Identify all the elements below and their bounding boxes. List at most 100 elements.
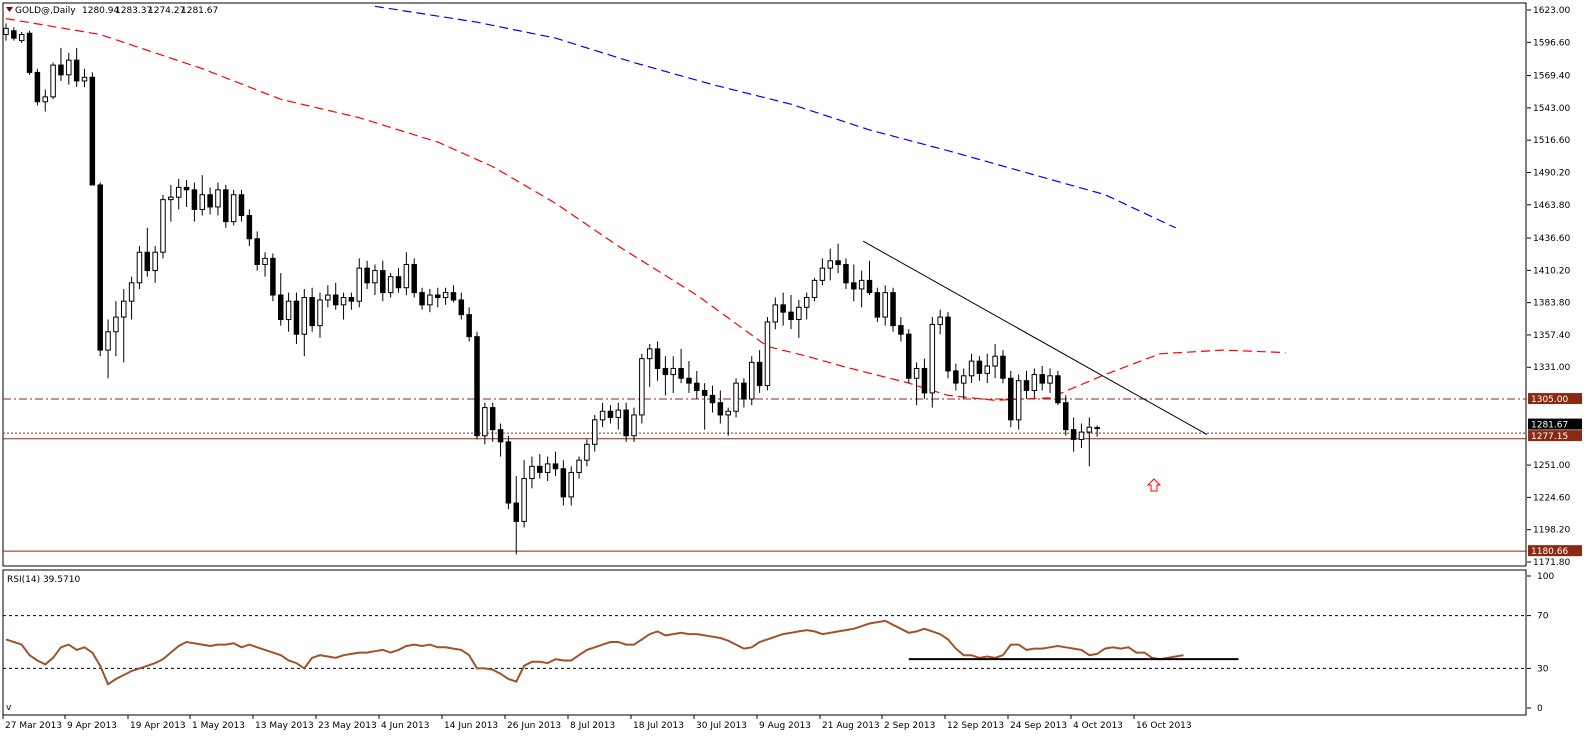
- candle-body: [764, 321, 771, 387]
- candle-body: [332, 294, 339, 306]
- candle-body: [81, 76, 88, 82]
- candle-body: [230, 194, 237, 223]
- candle-body: [1078, 431, 1085, 440]
- candle-77: [607, 405, 614, 424]
- candle-74: [584, 439, 590, 467]
- candle-19: [152, 246, 158, 283]
- candle-132: [1039, 366, 1045, 391]
- candle-108: [851, 264, 857, 302]
- y-tick-label-0: 1623.00: [1533, 6, 1570, 16]
- candle-5: [42, 89, 48, 112]
- candle-body: [725, 410, 731, 416]
- candle-76: [599, 402, 606, 428]
- candle-22: [175, 178, 182, 210]
- candle-125: [984, 353, 990, 384]
- candle-body: [1000, 355, 1006, 379]
- candle-body: [254, 238, 260, 265]
- candle-body: [458, 299, 465, 316]
- candle-71: [560, 460, 567, 506]
- candle-18: [144, 227, 151, 277]
- candle-60: [474, 331, 480, 440]
- candle-122: [960, 368, 967, 400]
- candle-body: [960, 375, 967, 384]
- candle-123: [968, 353, 975, 384]
- x-tick-label-8: 26 Jun 2013: [507, 721, 561, 731]
- rsi-tick-label-3: 0: [1537, 704, 1543, 714]
- candle-body: [50, 64, 56, 98]
- y-tick-label-2: 1569.40: [1533, 72, 1570, 82]
- candle-body: [537, 465, 543, 473]
- candle-body: [1039, 374, 1045, 384]
- candle-121: [953, 363, 959, 391]
- candle-130: [1023, 370, 1030, 400]
- candle-128: [1008, 370, 1014, 428]
- candle-body: [411, 263, 417, 294]
- y-tick-label-11: 1331.00: [1533, 363, 1570, 373]
- scroll-marker: v: [6, 703, 12, 713]
- candle-body: [835, 260, 841, 265]
- candle-body: [984, 365, 990, 374]
- price-tag-bg-3: [1528, 545, 1582, 557]
- candle-111: [874, 287, 881, 322]
- candle-body: [215, 189, 221, 208]
- candle-47: [372, 264, 378, 296]
- candle-body: [631, 414, 637, 437]
- candle-109: [858, 270, 865, 308]
- candle-35: [278, 273, 284, 326]
- candle-85: [670, 356, 676, 393]
- candle-body: [906, 333, 912, 379]
- candle-83: [654, 341, 661, 381]
- candle-body: [395, 276, 402, 289]
- candle-135: [1063, 395, 1069, 436]
- candle-41: [325, 285, 331, 308]
- price-tag-bg-2: [1528, 430, 1582, 442]
- candle-9: [73, 47, 80, 88]
- candle-body: [474, 336, 480, 437]
- candle-120: [945, 312, 951, 379]
- candle-body: [435, 294, 441, 299]
- moving-average-red: [5, 18, 1286, 401]
- candle-116: [913, 362, 920, 406]
- candle-body: [191, 189, 198, 210]
- candle-body: [913, 367, 920, 379]
- price-panel-frame: [2, 2, 1527, 567]
- candle-28: [223, 184, 229, 228]
- up-arrow-icon: [1146, 478, 1162, 492]
- candle-134: [1055, 370, 1061, 406]
- candle-48: [380, 260, 386, 302]
- rsi-tick-label-2: 30: [1537, 664, 1549, 674]
- candle-133: [1047, 368, 1053, 393]
- candle-97: [764, 317, 771, 391]
- candle-99: [780, 292, 786, 326]
- candle-body: [529, 465, 535, 480]
- candle-84: [662, 356, 669, 396]
- candle-body: [66, 59, 72, 76]
- candle-body: [827, 260, 833, 269]
- x-tick-label-11: 30 Jul 2013: [696, 721, 747, 731]
- candle-body: [945, 316, 951, 372]
- candle-7: [58, 47, 64, 81]
- candle-107: [843, 258, 849, 289]
- candle-13: [105, 319, 111, 379]
- candle-body: [340, 297, 347, 306]
- candle-43: [340, 292, 347, 320]
- candle-body: [489, 407, 496, 431]
- candle-62: [489, 402, 496, 442]
- candle-42: [332, 282, 339, 310]
- dropdown-triangle-icon[interactable]: [6, 7, 13, 12]
- candle-59: [466, 307, 472, 342]
- candle-82: [646, 343, 653, 387]
- time-axis: 27 Mar 2013 9 Apr 2013 19 Apr 2013 1 May 20…: [2, 715, 1192, 731]
- candle-10: [81, 68, 88, 88]
- price-tag-label-0: 1305.00: [1531, 395, 1568, 405]
- y-tick-label-1: 1596.60: [1533, 38, 1570, 48]
- candle-body: [639, 358, 645, 416]
- candle-body: [741, 382, 747, 400]
- candle-body: [466, 314, 472, 338]
- candle-body: [73, 59, 80, 82]
- candle-79: [623, 402, 629, 442]
- candle-56: [442, 287, 449, 305]
- x-tick-label-2: 19 Apr 2013: [130, 721, 186, 731]
- candle-body: [238, 194, 245, 217]
- candle-44: [348, 292, 355, 310]
